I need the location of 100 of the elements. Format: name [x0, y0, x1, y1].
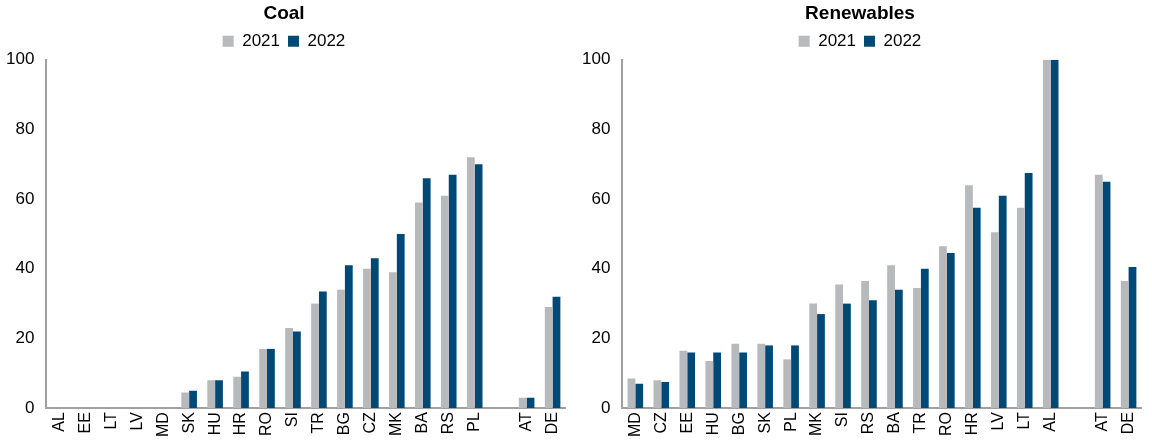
y-tick-label: 40 — [15, 258, 35, 278]
x-tick-label: SI — [833, 412, 851, 428]
x-tick-label: BG — [729, 412, 747, 436]
x-tick-label: SI — [283, 412, 301, 428]
bar — [318, 291, 327, 409]
x-tick-label: TR — [911, 412, 929, 434]
bar — [913, 287, 921, 409]
bar — [783, 359, 792, 409]
x-tick-label: LT — [101, 411, 119, 430]
bar — [337, 289, 345, 409]
legend-label: 2021 — [818, 30, 857, 50]
bar — [415, 202, 423, 409]
x-tick-label: TR — [309, 412, 327, 434]
bar — [920, 268, 929, 409]
x-tick-label: EE — [677, 412, 695, 434]
bar — [518, 397, 527, 409]
bar — [731, 343, 740, 409]
bar — [448, 174, 457, 409]
bar — [440, 195, 449, 409]
bar — [705, 361, 714, 409]
x-tick-label: AL — [49, 412, 67, 432]
bar — [552, 296, 561, 409]
x-tick-label: DE — [1119, 412, 1137, 435]
bar — [765, 345, 773, 409]
bar — [835, 284, 844, 409]
bar — [474, 164, 483, 409]
bar — [215, 380, 223, 409]
bar — [311, 303, 319, 409]
bar — [344, 265, 353, 409]
bar — [894, 289, 903, 409]
y-tick-label: 100 — [581, 49, 611, 69]
bar — [389, 272, 397, 409]
chart-title: Renewables — [805, 1, 915, 23]
x-tick-label: PL — [465, 412, 483, 432]
bar — [1102, 181, 1111, 409]
bar — [739, 352, 747, 409]
bar — [687, 352, 696, 409]
bar — [791, 345, 799, 409]
bar — [972, 207, 981, 409]
bar — [370, 258, 379, 409]
bar — [363, 268, 371, 409]
x-tick-label: MK — [807, 411, 825, 437]
bar — [713, 352, 722, 409]
y-tick-label: 20 — [591, 328, 611, 348]
bar — [233, 376, 242, 409]
x-tick-label: HR — [231, 412, 249, 436]
bar — [868, 300, 877, 409]
bar — [544, 307, 553, 409]
bar — [817, 314, 825, 409]
x-tick-label: EE — [75, 412, 93, 434]
x-tick-label: AL — [1041, 412, 1059, 432]
bar — [181, 392, 190, 409]
bar — [267, 348, 275, 409]
legend-label: 2022 — [883, 30, 922, 50]
x-tick-label: MD — [625, 412, 643, 438]
bar — [965, 185, 973, 409]
bar — [991, 232, 999, 409]
chart-title: Coal — [263, 1, 305, 23]
bar — [809, 303, 818, 409]
bar — [843, 303, 851, 409]
x-tick-label: AT — [517, 411, 535, 432]
bar — [1120, 280, 1129, 409]
bar — [946, 253, 955, 409]
x-tick-label: RO — [257, 412, 275, 437]
x-tick-label: SK — [755, 411, 773, 434]
y-tick-label: 60 — [15, 188, 35, 208]
y-tick-label: 20 — [15, 328, 35, 348]
bar — [189, 390, 197, 409]
x-tick-label: BA — [413, 411, 431, 434]
bar — [292, 331, 301, 409]
x-tick-label: RO — [937, 412, 955, 437]
x-tick-label: BA — [885, 411, 903, 434]
bar — [1094, 174, 1103, 409]
x-tick-label: MK — [387, 411, 405, 437]
bar — [861, 280, 869, 409]
bar — [285, 328, 293, 409]
bar — [1128, 267, 1137, 409]
x-tick-label: CZ — [361, 411, 379, 434]
bar — [241, 371, 249, 409]
bar — [396, 233, 405, 409]
x-tick-label: BG — [335, 412, 353, 436]
x-tick-label: HU — [703, 412, 721, 436]
x-tick-label: LV — [989, 411, 1007, 431]
bar — [259, 348, 268, 409]
legend-label: 2022 — [307, 30, 346, 50]
y-tick-label: 60 — [591, 188, 611, 208]
bar — [653, 380, 662, 409]
y-tick-label: 80 — [591, 119, 611, 139]
y-tick-label: 40 — [591, 258, 611, 278]
y-tick-label: 80 — [15, 119, 35, 139]
x-tick-label: RS — [439, 412, 457, 435]
x-tick-label: LV — [127, 411, 145, 431]
x-tick-label: DE — [543, 412, 561, 435]
x-tick-label: HR — [963, 412, 981, 436]
bar — [887, 265, 895, 409]
bar — [1016, 207, 1025, 409]
bar — [1050, 59, 1059, 409]
x-tick-label: HU — [205, 412, 223, 436]
bar — [1024, 173, 1033, 409]
bar — [998, 195, 1007, 409]
